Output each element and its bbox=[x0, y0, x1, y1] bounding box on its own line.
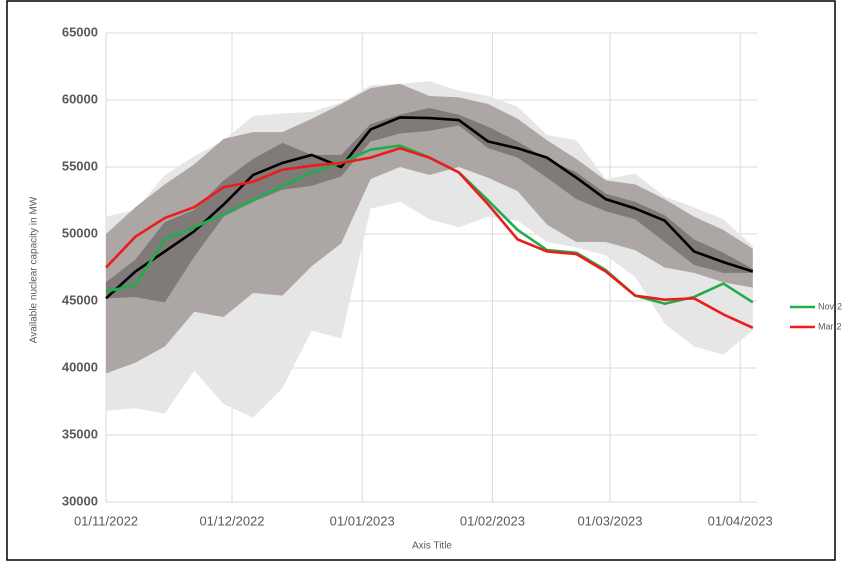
y-tick-label: 55000 bbox=[62, 158, 98, 173]
x-tick-label: 01/04/2023 bbox=[708, 513, 773, 528]
y-tick-label: 60000 bbox=[62, 91, 98, 106]
y-tick-label: 40000 bbox=[62, 359, 98, 374]
x-axis-title: Axis Title bbox=[412, 541, 452, 552]
series-line bbox=[105, 146, 754, 329]
y-tick-label: 50000 bbox=[62, 225, 98, 240]
x-tick-label: 01/12/2022 bbox=[199, 513, 264, 528]
x-tick-label: 01/03/2023 bbox=[577, 513, 642, 528]
x-tick-label: 01/01/2023 bbox=[330, 513, 395, 528]
x-tick-label: 01/11/2022 bbox=[74, 513, 138, 528]
legend-label: Nov-21 bbox=[818, 301, 842, 311]
y-tick-label: 30000 bbox=[62, 493, 98, 508]
y-tick-label: 35000 bbox=[62, 426, 98, 441]
x-tick-label: 01/02/2023 bbox=[460, 513, 525, 528]
y-tick-label: 65000 bbox=[62, 24, 98, 39]
band-area bbox=[106, 108, 753, 303]
legend-label: Mar-21 bbox=[818, 321, 842, 331]
y-tick-label: 45000 bbox=[62, 292, 98, 307]
y-axis-title: Available nuclear capacity in MW bbox=[29, 196, 40, 343]
series-line bbox=[105, 116, 754, 300]
